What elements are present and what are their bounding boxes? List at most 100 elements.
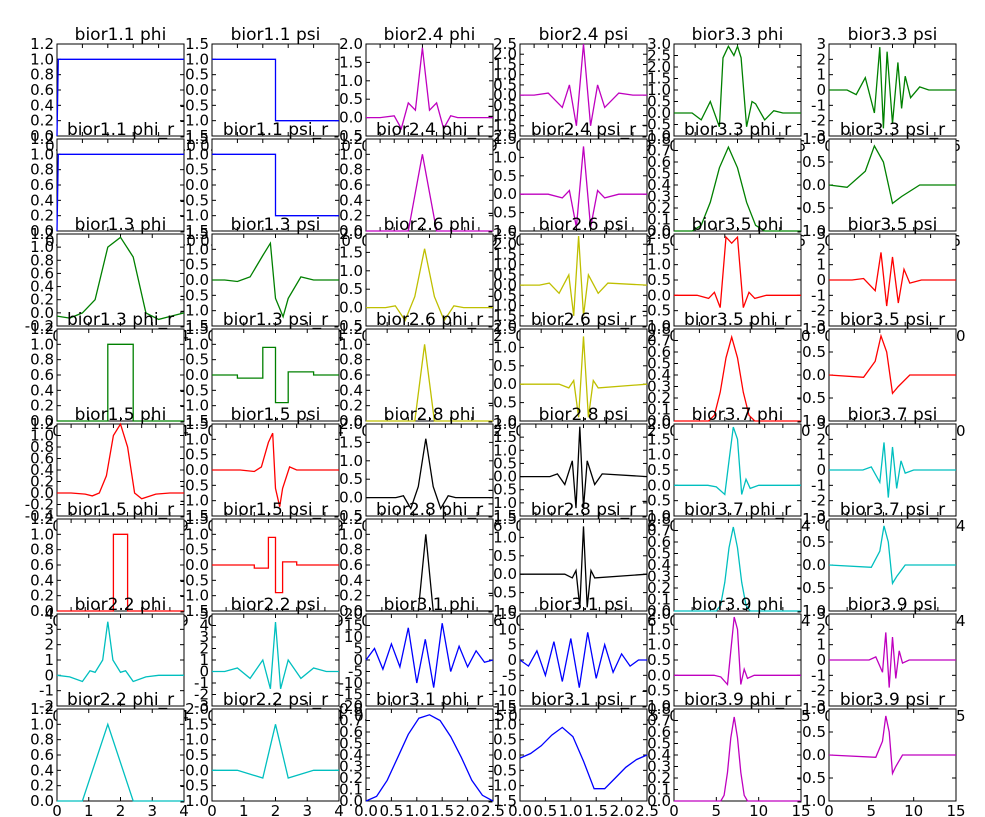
y-tick-label: 0.5 xyxy=(647,93,671,111)
y-tick-label: 0.7 xyxy=(647,712,671,730)
y-tick-label: 0.6 xyxy=(647,343,671,361)
y-tick-label: 0.8 xyxy=(30,351,54,369)
x-tick-label: 2 xyxy=(271,802,281,817)
series-line xyxy=(520,146,647,228)
subplot: bior3.9 phi_r 0.80.70.60.50.40.30.20.10.0… xyxy=(647,690,810,817)
y-tick-label: 0 xyxy=(199,663,209,681)
y-tick-label: -1.0 xyxy=(797,602,826,620)
y-tick-label: 0.6 xyxy=(339,723,363,741)
y-tick-label: 1.2 xyxy=(30,320,54,338)
y-tick-label: -0.5 xyxy=(488,394,517,412)
y-tick-label: 1.5 xyxy=(493,245,517,263)
series-line xyxy=(674,716,801,802)
y-tick-label: -1.0 xyxy=(488,412,517,430)
subplot: bior2.2 phi_r 1.21.00.80.60.40.20.00 1 2 3 4 xyxy=(30,690,189,817)
y-tick-label: 1.5 xyxy=(185,715,209,733)
y-tick-label: 1 xyxy=(44,651,54,669)
y-tick-label: 1.2 xyxy=(339,130,363,148)
y-tick-label: -0.4 xyxy=(25,507,54,525)
y-tick-label: -1.0 xyxy=(180,792,209,810)
y-tick-label: -1 xyxy=(194,674,209,692)
y-tick-label: 0.0 xyxy=(802,556,826,574)
series-line xyxy=(366,47,493,131)
y-tick-label: 2.0 xyxy=(493,415,517,433)
y-tick-label: 0.5 xyxy=(493,76,517,94)
y-tick-label: 0.0 xyxy=(802,746,826,764)
y-tick-label: 0.0 xyxy=(185,556,209,574)
series-line xyxy=(829,252,956,307)
series-line xyxy=(674,145,801,232)
y-tick-label: 0.0 xyxy=(647,476,671,494)
y-tick-label: -1.5 xyxy=(488,117,517,135)
x-tick-label: 1 xyxy=(239,802,249,817)
subplot-title: bior3.9 psi_r xyxy=(840,690,945,710)
y-tick-label: -1.5 xyxy=(488,507,517,525)
y-tick-label: -0.5 xyxy=(488,761,517,779)
y-tick-label: 0.6 xyxy=(30,556,54,574)
y-tick-label: 0.0 xyxy=(30,792,54,810)
subplot-title: bior2.2 phi xyxy=(75,595,167,615)
y-tick-label: -1.0 xyxy=(180,492,209,510)
series-line xyxy=(56,236,185,321)
y-tick-label: 2 xyxy=(816,50,826,68)
y-tick-label: 4 xyxy=(44,605,54,623)
y-tick-label: 0.8 xyxy=(339,700,363,718)
y-tick-label: -1.5 xyxy=(180,412,209,430)
y-tick-label: 1.5 xyxy=(185,320,209,338)
subplot-title: bior1.1 phi_r xyxy=(67,120,174,140)
y-tick-label: 1.5 xyxy=(647,620,671,638)
y-tick-label: 0.6 xyxy=(30,81,54,99)
y-tick-label: 0.0 xyxy=(339,222,363,240)
y-tick-label: -1.5 xyxy=(488,792,517,810)
x-tick-label: 0.5 xyxy=(379,802,403,817)
y-tick-label: 0.3 xyxy=(647,758,671,776)
y-tick-label: 1.5 xyxy=(647,70,671,88)
subplot-title: bior2.4 phi_r xyxy=(376,120,483,140)
y-tick-label: 1.0 xyxy=(493,528,517,546)
axes-frame xyxy=(673,708,802,802)
y-tick-label: -1.0 xyxy=(488,602,517,620)
y-tick-label: 1.0 xyxy=(30,238,54,256)
y-tick-label: 1.0 xyxy=(30,335,54,353)
y-tick-label: 1.2 xyxy=(339,510,363,528)
x-tick-label: 3 xyxy=(147,802,157,817)
subplot-title: bior2.2 psi xyxy=(231,595,321,615)
subplot: bior3.1 phi_r0.80.70.60.50.40.30.20.10.0… xyxy=(339,690,505,817)
y-tick-label: 0.0 xyxy=(339,109,363,127)
subplot-title: bior3.9 phi_r xyxy=(684,690,791,710)
y-tick-label: 3 xyxy=(816,225,826,243)
series-line xyxy=(520,235,648,316)
y-tick-label: -0.5 xyxy=(642,682,671,700)
y-tick-label: 5 xyxy=(353,640,363,658)
y-tick-label: 0.5 xyxy=(339,470,363,488)
y-tick-label: 1.0 xyxy=(493,338,517,356)
x-tick-label: 1.0 xyxy=(405,802,429,817)
y-tick-label: 1.0 xyxy=(493,256,517,274)
y-tick-label: 0.5 xyxy=(802,343,826,361)
y-tick-label: 0.5 xyxy=(647,651,671,669)
subplot: bior3.5 phi2.01.51.00.50.0-0.5-1.0024681… xyxy=(642,215,811,345)
y-tick-label: 2.5 xyxy=(647,47,671,65)
y-tick-label: 0.4 xyxy=(30,278,54,296)
axes-frame xyxy=(673,328,802,422)
y-tick-label: 1.0 xyxy=(647,446,671,464)
y-tick-label: 1.5 xyxy=(647,430,671,448)
subplot-title: bior3.3 psi_r xyxy=(840,120,945,140)
y-tick-label: 1.0 xyxy=(339,72,363,90)
subplot: bior1.1 psi_r1.51.00.50.0-0.5-1.0-1.50.0… xyxy=(180,120,351,250)
y-tick-label: 1.0 xyxy=(185,145,209,163)
y-tick-label: 0.4 xyxy=(647,746,671,764)
y-tick-label: -2 xyxy=(811,302,826,320)
y-tick-label: -0.5 xyxy=(334,507,363,525)
axes-frame xyxy=(673,138,802,232)
y-tick-label: 0.2 xyxy=(30,777,54,795)
y-tick-label: 0 xyxy=(816,651,826,669)
y-tick-label: 2 xyxy=(816,240,826,258)
y-tick-label: 0.0 xyxy=(30,602,54,620)
y-tick-label: 2 xyxy=(816,620,826,638)
y-tick-label: 0.5 xyxy=(185,256,209,274)
y-tick-label: 0.1 xyxy=(647,211,671,229)
y-tick-label: 0.6 xyxy=(339,366,363,384)
y-tick-label: -1.0 xyxy=(180,302,209,320)
